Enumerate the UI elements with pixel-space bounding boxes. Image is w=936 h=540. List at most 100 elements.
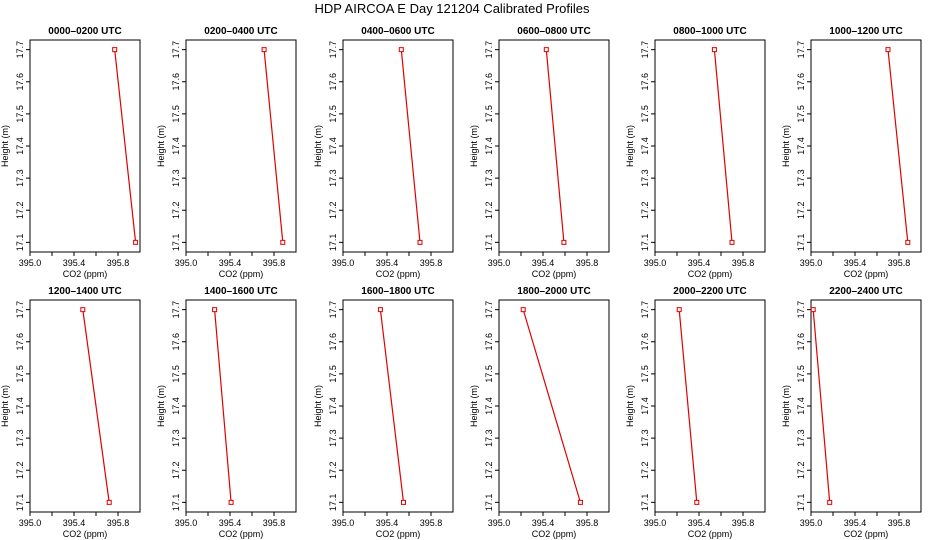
y-tick-label: 17.7 [15,41,25,59]
y-tick-label: 17.7 [484,41,494,59]
data-point [729,239,735,245]
y-tick-label: 17.4 [796,137,806,155]
y-tick-label: 17.3 [171,169,181,187]
y-tick-label: 17.4 [484,397,494,415]
data-point [401,499,406,505]
data-point [711,47,717,53]
y-tick-label: 17.1 [328,494,338,512]
x-tick-label: 395.8 [420,258,443,268]
x-tick-label: 395.8 [263,518,286,528]
panel-title: 0200–0400 UTC [204,26,277,37]
y-tick-label: 17.6 [640,333,650,351]
y-tick-label: 17.1 [796,234,806,252]
panel-12: 2200–2400 UTC 395.0 395.4 395.8 17.1 17.2 17.3… [781,286,922,539]
data-point [398,47,404,53]
y-tick-label: 17.5 [640,365,650,383]
y-tick-label: 17.5 [171,365,181,383]
data-point [694,499,700,505]
y-tick-label: 17.3 [640,429,650,447]
panel-title: 0000–0200 UTC [48,26,121,37]
x-tick-label: 395.0 [488,258,511,268]
plot-frame [810,39,922,253]
y-tick-label: 17.2 [796,201,806,219]
x-tick-label: 395.4 [219,258,242,268]
data-point [543,47,549,53]
x-tick-label: 395.8 [263,258,286,268]
x-axis-label: CO2 (ppm) [844,529,889,539]
panel-title: 2200–2400 UTC [829,286,902,297]
y-tick-label: 17.2 [796,461,806,479]
y-axis-label: Height (m) [469,385,479,427]
x-tick-label: 395.8 [420,518,443,528]
y-tick-label: 17.7 [484,301,494,319]
x-tick-label: 395.8 [732,518,755,528]
x-tick-label: 395.4 [219,518,242,528]
profile-line [400,49,421,243]
plot-frame [342,39,454,253]
profile-line [214,309,232,503]
y-tick-label: 17.6 [171,333,181,351]
data-point [810,307,816,313]
data-point [417,239,423,245]
y-tick-label: 17.5 [796,365,806,383]
data-point [106,499,112,505]
data-point [577,499,583,505]
y-tick-label: 17.7 [640,41,650,59]
x-axis-label: CO2 (ppm) [532,269,577,279]
y-tick-label: 17.5 [640,105,650,123]
panel-6: 1000–1200 UTC 395.0 395.4 395.8 17.1 17.2 17.3… [781,26,922,279]
x-tick-label: 395.0 [332,518,355,528]
plot-frame [342,299,454,513]
data-point [885,47,891,53]
panel-title: 1200–1400 UTC [48,286,121,297]
y-tick-label: 17.7 [15,301,25,319]
y-tick-label: 17.3 [484,429,494,447]
data-point [261,47,267,53]
panel-3: 0400–0600 UTC 395.0 395.4 395.8 17.1 17.2 17.3… [313,26,454,279]
y-tick-label: 17.7 [171,301,181,319]
data-point [80,307,86,313]
profile-line [379,309,405,503]
x-axis-label: CO2 (ppm) [376,529,421,539]
panel-9: 1600–1800 UTC 395.0 395.4 395.8 17.1 17.2 17.3… [313,286,454,539]
x-tick-label: 395.8 [576,518,599,528]
plot-frame [498,299,610,513]
y-tick-label: 17.4 [15,397,25,415]
y-axis-label: Height (m) [0,385,10,427]
profile-line [263,49,284,243]
y-tick-label: 17.1 [640,494,650,512]
y-tick-label: 17.5 [328,105,338,123]
panel-grid: 0000–0200 UTC 395.0 395.4 395.8 17.1 17.2 17.3… [0,26,922,539]
x-axis-label: CO2 (ppm) [219,529,264,539]
data-point [228,499,234,505]
y-tick-label: 17.6 [328,333,338,351]
y-tick-label: 17.6 [15,333,25,351]
y-tick-label: 17.5 [328,365,338,383]
x-tick-label: 395.0 [19,258,42,268]
y-tick-label: 17.4 [15,137,25,155]
plot-frame [185,39,297,253]
y-tick-label: 17.1 [484,234,494,252]
y-axis-label: Height (m) [625,125,635,167]
x-axis-label: CO2 (ppm) [688,269,733,279]
y-tick-label: 17.1 [171,234,181,252]
y-tick-label: 17.3 [15,429,25,447]
panel-11: 2000–2200 UTC 395.0 395.4 395.8 17.1 17.2 17.3… [625,286,766,539]
panel-8: 1400–1600 UTC 395.0 395.4 395.8 17.1 17.2 17.3… [156,286,297,539]
y-tick-label: 17.5 [796,105,806,123]
plot-frame [654,39,766,253]
y-tick-label: 17.1 [171,494,181,512]
x-tick-label: 395.4 [688,258,711,268]
panel-5: 0800–1000 UTC 395.0 395.4 395.8 17.1 17.2 17.3… [625,26,766,279]
y-tick-label: 17.2 [484,461,494,479]
x-tick-label: 395.4 [844,518,867,528]
x-axis-label: CO2 (ppm) [844,269,889,279]
plot-frame [654,299,766,513]
panel-2: 0200–0400 UTC 395.0 395.4 395.8 17.1 17.2 17.3… [156,26,297,279]
x-tick-label: 395.4 [376,518,399,528]
panel-title: 1800–2000 UTC [517,286,590,297]
data-point [377,307,383,313]
x-tick-label: 395.8 [732,258,755,268]
y-tick-label: 17.2 [171,461,181,479]
y-tick-label: 17.2 [171,201,181,219]
